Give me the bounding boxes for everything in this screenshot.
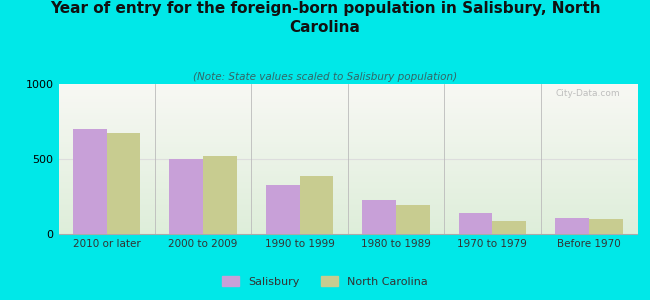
Bar (266, 184, 300, 234)
Bar (493, 220, 526, 234)
Bar (107, 133, 140, 234)
Bar (203, 156, 237, 234)
Bar (73, 129, 107, 234)
Bar (396, 205, 430, 234)
Bar (300, 176, 333, 234)
Bar (589, 219, 623, 234)
Bar (362, 200, 396, 234)
Text: Year of entry for the foreign-born population in Salisbury, North
Carolina: Year of entry for the foreign-born popul… (49, 2, 601, 35)
Legend: Salisbury, North Carolina: Salisbury, North Carolina (218, 272, 432, 291)
Bar (459, 213, 493, 234)
Bar (555, 218, 589, 234)
Text: (Note: State values scaled to Salisbury population): (Note: State values scaled to Salisbury … (193, 72, 457, 82)
Bar (170, 159, 203, 234)
Text: City-Data.com: City-Data.com (555, 88, 619, 98)
